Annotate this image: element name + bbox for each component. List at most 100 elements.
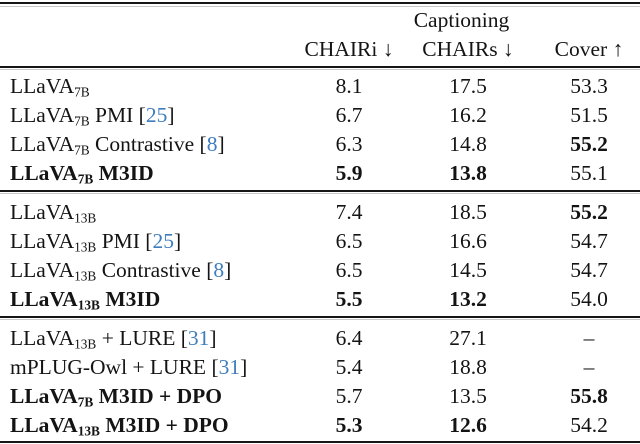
row-label: LLaVA7B (0, 72, 300, 101)
model-size-subscript: 7B (74, 113, 90, 129)
model-size-subscript: 13B (74, 239, 97, 255)
model-size-subscript: 13B (74, 268, 97, 284)
method-name-text: M3ID (99, 286, 161, 311)
metric-value: 6.3 (335, 132, 363, 157)
model-size-subscript: 13B (77, 423, 100, 439)
table-row: LLaVA7B M3ID 5.9 13.8 55.1 (0, 159, 640, 188)
citation-bracket-close: ] (173, 228, 182, 253)
table-group: LLaVA13B 7.4 18.5 55.2 LLaVA13B PMI [25] 6.5 1… (0, 194, 640, 315)
metric-value: 14.5 (449, 257, 487, 282)
metric-value: 55.2 (570, 199, 608, 224)
metric-value: – (583, 325, 595, 350)
metric-value: 13.2 (449, 286, 487, 311)
citation-bracket-close: ] (240, 354, 248, 379)
metric-value: 55.2 (570, 132, 608, 157)
method-name-text: Contrastive (96, 257, 201, 282)
citation-bracket-open: [ (133, 103, 146, 128)
model-size-subscript: 13B (74, 210, 97, 226)
metric-value: 55.8 (570, 383, 608, 408)
table-top-rule (0, 2, 640, 8)
row-label: LLaVA13B M3ID + DPO (0, 411, 300, 440)
metric-value: 5.3 (335, 412, 363, 437)
metric-value: 6.5 (335, 228, 363, 253)
column-group-label: Captioning (413, 8, 510, 33)
metric-value: 16.2 (449, 103, 487, 128)
metric-value: 16.6 (449, 228, 487, 253)
metric-value: 54.2 (570, 412, 608, 437)
table-row: LLaVA13B + LURE [31] 6.4 27.1 – (0, 324, 640, 353)
citation-link[interactable]: 31 (218, 354, 241, 379)
model-name-text: LLaVA (10, 412, 78, 437)
table-row: LLaVA13B M3ID + DPO 5.3 12.6 54.2 (0, 411, 640, 440)
metric-value: – (583, 354, 595, 379)
model-name-text: mPLUG-Owl + LURE (10, 354, 207, 379)
table-row: LLaVA13B M3ID 5.5 13.2 54.0 (0, 285, 640, 314)
metric-value: 54.7 (570, 257, 608, 282)
metric-value: 7.4 (335, 199, 363, 224)
row-label: LLaVA13B PMI [25] (0, 227, 300, 256)
model-name-text: LLaVA (10, 199, 75, 224)
model-name-text: LLaVA (10, 161, 78, 186)
citation-bracket-open: [ (206, 354, 219, 379)
column-header-chairi: CHAIRi ↓ (304, 37, 394, 62)
header-rule (0, 66, 640, 70)
model-name-text: LLaVA (10, 286, 78, 311)
model-size-subscript: 7B (74, 142, 90, 158)
citation-link[interactable]: 31 (187, 325, 210, 350)
table-row: LLaVA7B M3ID + DPO 5.7 13.5 55.8 (0, 382, 640, 411)
metric-value: 5.7 (335, 383, 363, 408)
table-group: LLaVA7B 8.1 17.5 53.3 LLaVA7B PMI [25] 6.7 16.… (0, 68, 640, 189)
citation-bracket-close: ] (209, 325, 217, 350)
metric-value: 8.1 (335, 74, 363, 99)
table-row: LLaVA13B Contrastive [8] 6.5 14.5 54.7 (0, 256, 640, 285)
row-label: LLaVA13B Contrastive [8] (0, 256, 300, 285)
metric-value: 54.0 (570, 286, 608, 311)
metric-value: 54.7 (570, 228, 608, 253)
method-name-text: + LURE (96, 325, 176, 350)
citation-link[interactable]: 8 (206, 132, 218, 157)
model-size-subscript: 13B (77, 297, 100, 313)
group-separator-rule (0, 190, 640, 195)
column-header-chairs: CHAIRs ↓ (422, 37, 514, 62)
model-size-subscript: 13B (74, 336, 97, 352)
table-group: LLaVA13B + LURE [31] 6.4 27.1– mPLUG-Owl + … (0, 320, 640, 441)
metric-value: 6.5 (335, 257, 363, 282)
metric-value: 6.4 (335, 325, 363, 350)
row-label: LLaVA13B M3ID (0, 285, 300, 314)
row-label: LLaVA7B Contrastive [8] (0, 130, 300, 159)
column-header-cover: Cover ↑ (554, 37, 624, 62)
citation-bracket-open: [ (139, 228, 153, 253)
header-empty-cell (0, 4, 300, 37)
row-label: LLaVA7B M3ID + DPO (0, 382, 300, 411)
metric-value: 18.8 (449, 354, 487, 379)
citation-link[interactable]: 8 (213, 257, 225, 282)
model-name-text: LLaVA (10, 257, 75, 282)
row-label: LLaVA7B PMI [25] (0, 101, 300, 130)
metric-value: 5.9 (335, 161, 363, 186)
citation-bracket-open: [ (200, 257, 214, 282)
metric-value: 55.1 (570, 161, 608, 186)
metric-value: 13.8 (449, 161, 487, 186)
metric-value: 18.5 (449, 199, 487, 224)
row-label: mPLUG-Owl + LURE [31] (0, 353, 300, 382)
method-name-text: PMI (96, 228, 140, 253)
citation-bracket-close: ] (217, 132, 225, 157)
table-body: LLaVA7B 8.1 17.5 53.3 LLaVA7B PMI [25] 6.7 16.… (0, 68, 640, 441)
metric-value: 5.5 (335, 286, 363, 311)
header-empty-cell (0, 34, 300, 66)
model-name-text: LLaVA (10, 383, 78, 408)
method-name-text: PMI (89, 103, 134, 128)
metric-value: 6.7 (335, 103, 363, 128)
method-name-text: M3ID (93, 161, 154, 186)
citation-link[interactable]: 25 (152, 228, 174, 253)
table-row: LLaVA7B 8.1 17.5 53.3 (0, 72, 640, 101)
citation-link[interactable]: 25 (145, 103, 168, 128)
metric-value: 27.1 (449, 325, 487, 350)
table-row: LLaVA7B Contrastive [8] 6.3 14.8 55.2 (0, 130, 640, 159)
metric-value: 53.3 (570, 74, 608, 99)
table-row: LLaVA13B PMI [25] 6.5 16.6 54.7 (0, 227, 640, 256)
table-bottom-rule (0, 440, 640, 444)
table-row: mPLUG-Owl + LURE [31] 5.4 18.8 – (0, 353, 640, 382)
metric-value: 17.5 (449, 74, 487, 99)
table-header-group-row: Captioning (0, 4, 640, 34)
